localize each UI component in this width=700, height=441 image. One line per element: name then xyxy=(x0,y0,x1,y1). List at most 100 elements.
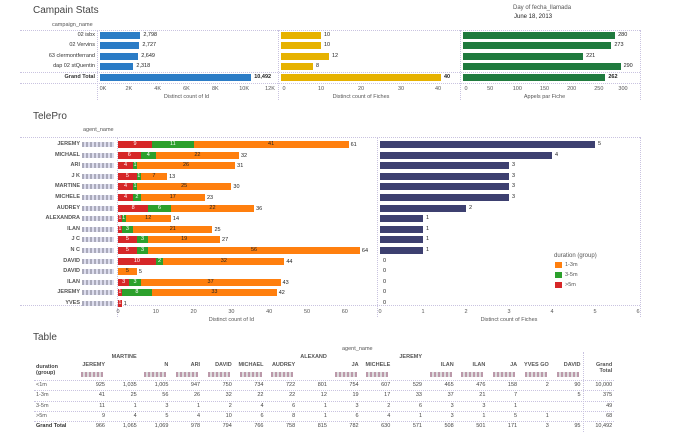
seg-1-3m[interactable]: 7 xyxy=(140,172,168,180)
seg-3-5m[interactable]: 2 xyxy=(133,194,141,201)
campaign-bar[interactable] xyxy=(281,32,321,39)
column-header[interactable]: N xyxy=(164,362,169,368)
seg-gt5m[interactable]: 10 xyxy=(118,257,156,265)
seg-gt5m[interactable]: 5 xyxy=(118,247,137,254)
column-header[interactable]: ILAN xyxy=(472,362,486,368)
seg-1-3m[interactable]: 41 xyxy=(193,141,349,148)
stacked-bar[interactable]: 4 1 26 xyxy=(118,162,236,170)
legend-item[interactable]: 3-5m xyxy=(565,272,578,278)
seg-gt5m[interactable]: 6 xyxy=(118,151,141,159)
campaign-bar[interactable] xyxy=(100,32,141,39)
seg-gt5m[interactable]: 1 xyxy=(118,300,122,307)
stacked-bar[interactable]: 6 4 22 xyxy=(118,151,239,159)
seg-gt5m[interactable]: 5 xyxy=(118,236,137,244)
column-header[interactable]: DAVID xyxy=(563,362,581,368)
column-header[interactable]: JA xyxy=(351,362,359,368)
seg-3-5m[interactable]: 2 xyxy=(155,257,164,265)
column-header[interactable]: ILAN xyxy=(440,362,454,368)
seg-3-5m[interactable]: 3 xyxy=(121,225,134,233)
stacked-bar[interactable]: 1 8 33 xyxy=(118,289,277,297)
seg-3-5m[interactable]: 8 xyxy=(121,289,152,297)
seg-3-5m[interactable]: 3 xyxy=(129,278,141,286)
column-header[interactable]: AUDREY xyxy=(271,362,296,368)
seg-gt5m[interactable]: 1 xyxy=(118,225,122,233)
column-header[interactable]: JEREMY xyxy=(82,362,105,368)
seg-3-5m[interactable]: 1 xyxy=(133,183,137,191)
stacked-bar[interactable]: 10 2 32 xyxy=(118,257,285,265)
column-header[interactable]: DAVID xyxy=(215,362,232,368)
seg-1-3m[interactable]: 37 xyxy=(140,278,281,286)
seg-gt5m[interactable]: 4 xyxy=(118,162,134,170)
column-header[interactable]: MICHELE xyxy=(365,362,391,368)
seg-1-3m[interactable]: 25 xyxy=(136,183,232,191)
fiches-bar[interactable] xyxy=(380,162,509,170)
seg-1-3m[interactable]: 33 xyxy=(152,289,277,297)
legend-item[interactable]: 1-3m xyxy=(565,262,578,268)
campaign-bar[interactable] xyxy=(100,74,252,81)
campaign-bar[interactable] xyxy=(463,74,606,81)
column-header[interactable]: ARI xyxy=(190,362,201,368)
column-header[interactable]: MICHAEL xyxy=(238,362,264,368)
seg-1-3m[interactable]: 12 xyxy=(125,215,171,223)
seg-3-5m[interactable]: 6 xyxy=(148,204,171,212)
seg-3-5m[interactable]: 1 xyxy=(136,172,141,180)
column-header[interactable]: YVES GO xyxy=(524,362,549,368)
seg-1-3m[interactable]: 17 xyxy=(140,194,205,201)
fiches-bar[interactable] xyxy=(380,151,552,159)
campaign-bar[interactable] xyxy=(463,32,616,39)
seg-1-3m[interactable]: 56 xyxy=(148,247,360,254)
seg-3-5m[interactable]: 11 xyxy=(152,141,194,148)
fiches-bar[interactable] xyxy=(380,215,423,223)
campaign-bar[interactable] xyxy=(463,63,621,70)
seg-gt5m[interactable]: 4 xyxy=(118,183,134,191)
stacked-bar[interactable]: 5 3 56 xyxy=(118,247,360,254)
seg-3-5m[interactable]: 1 xyxy=(121,215,126,223)
campaign-bar[interactable] xyxy=(100,42,140,49)
seg-3-5m[interactable]: 3 xyxy=(136,236,149,244)
campaign-bar[interactable] xyxy=(281,53,329,60)
fiches-bar[interactable] xyxy=(380,141,595,148)
campaign-bar[interactable] xyxy=(100,53,139,60)
seg-gt5m[interactable]: 4 xyxy=(118,194,134,201)
fiches-bar[interactable] xyxy=(380,204,466,212)
stacked-bar[interactable]: 4 1 25 xyxy=(118,183,232,191)
campaign-bar[interactable] xyxy=(281,74,441,81)
column-header[interactable]: JEREMY xyxy=(399,354,422,360)
stacked-bar[interactable]: 8 6 22 xyxy=(118,204,255,212)
campaign-bar[interactable] xyxy=(463,42,612,49)
stacked-bar[interactable]: 1 1 12 xyxy=(118,215,171,223)
fiches-bar[interactable] xyxy=(380,183,509,191)
seg-gt5m[interactable]: 9 xyxy=(118,141,153,148)
filter-value[interactable]: June 18, 2013 xyxy=(514,14,553,20)
seg-gt5m[interactable]: 5 xyxy=(118,172,137,180)
column-header[interactable]: JA xyxy=(510,362,518,368)
campaign-bar[interactable] xyxy=(100,63,134,70)
stacked-bar[interactable]: 3 3 37 xyxy=(118,278,281,286)
campaign-bar[interactable] xyxy=(463,53,584,60)
stacked-bar[interactable]: 4 2 17 xyxy=(118,194,205,201)
stacked-bar[interactable]: 1 3 21 xyxy=(118,225,213,233)
column-header[interactable]: MARTINE xyxy=(111,354,137,360)
seg-1-3m[interactable]: 21 xyxy=(133,225,213,233)
seg-1-3m[interactable]: 19 xyxy=(148,236,221,244)
seg-1-3m[interactable]: 32 xyxy=(163,257,285,265)
stacked-bar[interactable]: 1 xyxy=(118,300,122,307)
fiches-bar[interactable] xyxy=(380,247,423,254)
seg-3-5m[interactable]: 1 xyxy=(133,162,137,170)
seg-gt5m[interactable]: 1 xyxy=(118,289,122,297)
fiches-bar[interactable] xyxy=(380,194,509,201)
stacked-bar[interactable]: 9 11 41 xyxy=(118,141,349,148)
column-header[interactable]: Grand Total xyxy=(595,362,613,375)
fiches-bar[interactable] xyxy=(380,236,423,244)
fiches-bar[interactable] xyxy=(380,225,423,233)
seg-gt5m[interactable]: 8 xyxy=(118,204,149,212)
legend-item[interactable]: >5m xyxy=(565,282,576,288)
seg-1-3m[interactable]: 22 xyxy=(170,204,255,212)
seg-gt5m[interactable]: 3 xyxy=(118,278,130,286)
column-header[interactable]: ALEXAND xyxy=(300,354,327,360)
seg-1-3m[interactable]: 22 xyxy=(155,151,239,159)
seg-1-3m[interactable]: 26 xyxy=(136,162,236,170)
campaign-bar[interactable] xyxy=(281,63,313,70)
seg-3-5m[interactable]: 4 xyxy=(140,151,156,159)
